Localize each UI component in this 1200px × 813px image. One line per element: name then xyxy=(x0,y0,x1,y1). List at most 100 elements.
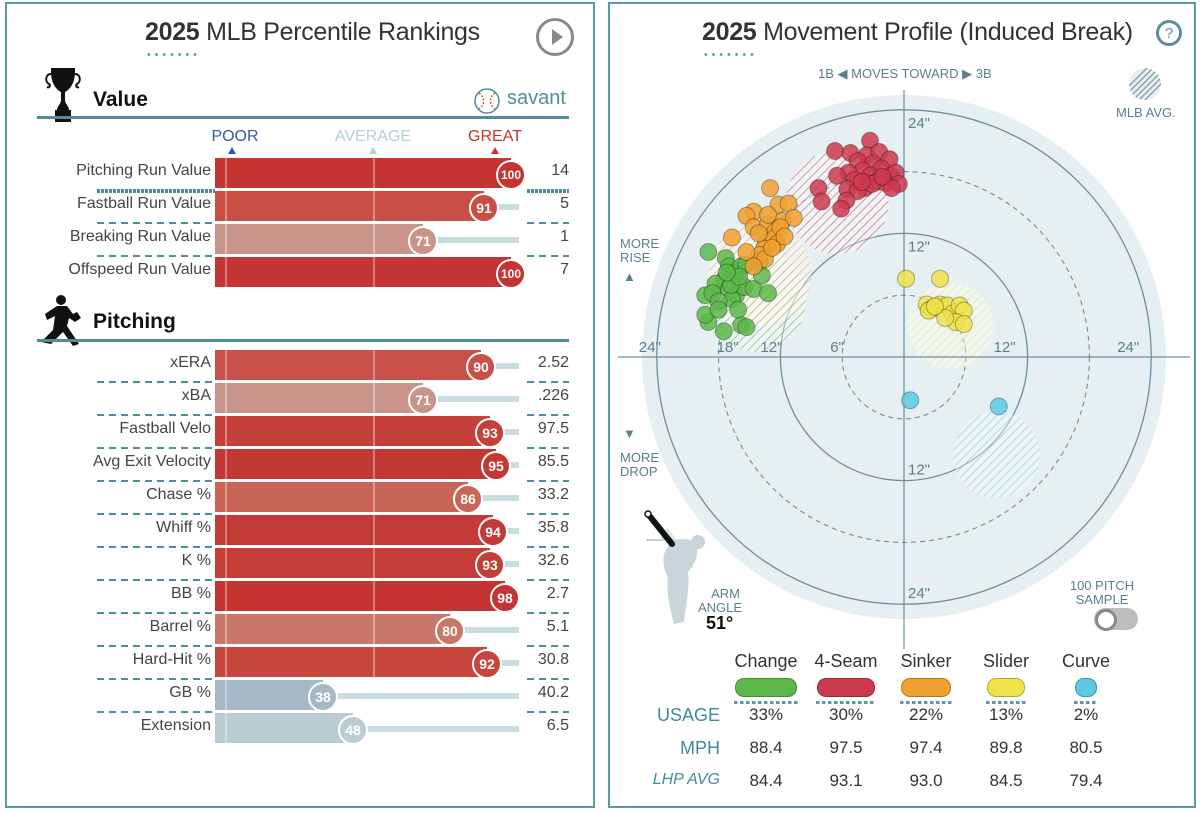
metric-label: BB % xyxy=(170,585,211,602)
percentile-row[interactable]: Pitching Run Value 100 14 xyxy=(7,158,597,190)
title-underline-dots xyxy=(702,53,756,56)
gridline xyxy=(373,191,375,221)
metric-label: K % xyxy=(181,552,211,569)
legend-swatch xyxy=(817,678,875,697)
left-arrow-icon: ◀ xyxy=(837,66,848,81)
percentile-badge: 100 xyxy=(496,259,526,289)
pitch-point-4-seam xyxy=(832,199,851,218)
percentile-bar xyxy=(215,515,493,545)
gridline xyxy=(373,158,375,188)
metric-label: GB % xyxy=(169,684,211,701)
mlb-avg-label: MLB AVG. xyxy=(1116,105,1176,120)
percentile-row[interactable]: Hard-Hit % 92 30.8 xyxy=(7,647,597,679)
pitcher-icon xyxy=(41,295,81,346)
legend-item-4-seam[interactable]: 4-Seam xyxy=(806,651,886,704)
percentile-row[interactable]: Avg Exit Velocity 95 85.5 xyxy=(7,449,597,481)
stat-mph-slider: 89.8 xyxy=(989,738,1023,757)
percentile-row[interactable]: K % 93 32.6 xyxy=(7,548,597,580)
percentile-bar xyxy=(215,713,353,743)
percentile-row[interactable]: Extension 48 6.5 xyxy=(7,713,597,745)
row-divider xyxy=(527,612,569,614)
pitch-point-sinker xyxy=(744,257,763,276)
percentile-badge: 100 xyxy=(496,160,526,190)
gridline xyxy=(225,449,227,479)
section-title-pitching: Pitching xyxy=(93,310,176,333)
help-button[interactable]: ? xyxy=(1156,20,1182,46)
stat-usage-slider: 13% xyxy=(988,705,1024,724)
row-divider xyxy=(97,645,215,647)
percentile-row[interactable]: Whiff % 94 35.8 xyxy=(7,515,597,547)
percentile-bar xyxy=(215,449,496,479)
percentile-row[interactable]: Barrel % 80 5.1 xyxy=(7,614,597,646)
row-divider xyxy=(97,222,215,224)
savant-logo[interactable]: savant xyxy=(507,87,566,109)
percentile-row[interactable]: GB % 38 40.2 xyxy=(7,680,597,712)
pitch-point-4-seam xyxy=(825,142,844,160)
gridline xyxy=(373,482,375,512)
percentile-row[interactable]: Chase % 86 33.2 xyxy=(7,482,597,514)
gridline xyxy=(373,383,375,413)
metric-label: Breaking Run Value xyxy=(69,228,211,245)
metric-value: 33.2 xyxy=(537,486,569,503)
gridline xyxy=(373,449,375,479)
legend-item-change[interactable]: Change xyxy=(726,651,806,704)
metric-value: 40.2 xyxy=(537,684,569,701)
stat-usage-sinker: 22% xyxy=(908,705,944,724)
legend-swatch xyxy=(901,678,951,697)
percentile-row[interactable]: Offspeed Run Value 100 7 xyxy=(7,257,597,289)
legend-item-sinker[interactable]: Sinker xyxy=(886,651,966,704)
gridline xyxy=(225,548,227,578)
usage-row-label-wrap: USAGE xyxy=(610,705,720,729)
percentile-badge: 38 xyxy=(308,682,338,712)
percentile-badge: 48 xyxy=(338,715,368,745)
stat-usage-4-seam: 30% xyxy=(828,705,864,724)
mlb-avg-hatch-curve xyxy=(953,411,1040,499)
play-button[interactable] xyxy=(536,18,574,56)
metric-value: 35.8 xyxy=(537,519,569,536)
row-divider xyxy=(97,612,215,614)
legend-item-slider[interactable]: Slider xyxy=(966,651,1046,704)
legend-swatch xyxy=(987,678,1025,697)
row-divider xyxy=(97,255,215,257)
row-divider xyxy=(527,546,569,548)
row-divider xyxy=(527,381,569,383)
metric-value: 1 xyxy=(560,228,569,245)
percentile-row[interactable]: BB % 98 2.7 xyxy=(7,581,597,613)
arm-angle-label: ARM ANGLE xyxy=(698,586,743,615)
percentile-row[interactable]: xERA 90 2.52 xyxy=(7,350,597,382)
toggle-knob[interactable] xyxy=(1095,609,1117,631)
legend-underline-dots xyxy=(900,701,952,704)
pitch-point-change xyxy=(759,284,778,303)
section-divider-value xyxy=(37,116,569,119)
percentile-badge: 71 xyxy=(408,226,438,256)
pitch-point-sinker xyxy=(749,224,768,243)
pitch-sample-label: 100 PITCH SAMPLE xyxy=(1069,578,1135,607)
percentile-row[interactable]: Breaking Run Value 71 1 xyxy=(7,224,597,256)
metric-label: xBA xyxy=(181,387,211,404)
direction-label: 1B ◀ MOVES TOWARD ▶ 3B xyxy=(818,67,992,81)
percentile-row[interactable]: Fastball Velo 93 97.5 xyxy=(7,416,597,448)
gridline xyxy=(373,614,375,644)
metric-label: Extension xyxy=(140,717,211,734)
pitch-point-change xyxy=(717,263,736,282)
mph-row-label-wrap: MPH xyxy=(610,738,720,762)
row-divider xyxy=(527,222,569,224)
row-divider xyxy=(97,546,215,548)
legend-swatch xyxy=(735,678,797,697)
section-divider-pitching xyxy=(37,339,569,342)
metric-value: 2.7 xyxy=(546,585,569,602)
metric-value: 7 xyxy=(560,261,569,278)
percentile-badge: 98 xyxy=(490,583,520,613)
percentile-row[interactable]: xBA 71 .226 xyxy=(7,383,597,415)
title-underline-dots xyxy=(145,53,199,56)
stat-lhp_avg-sinker: 93.0 xyxy=(909,771,943,790)
percentile-bar xyxy=(215,647,487,677)
average-marker-icon xyxy=(369,147,377,154)
gridline xyxy=(225,224,227,254)
ring-label-top-24: 24" xyxy=(908,115,930,132)
legend-item-curve[interactable]: Curve xyxy=(1046,651,1126,704)
pitch-sample-toggle[interactable] xyxy=(1094,608,1138,631)
percentile-row[interactable]: Fastball Run Value 91 5 xyxy=(7,191,597,223)
metric-label: Hard-Hit % xyxy=(132,651,211,668)
row-divider xyxy=(527,579,569,581)
